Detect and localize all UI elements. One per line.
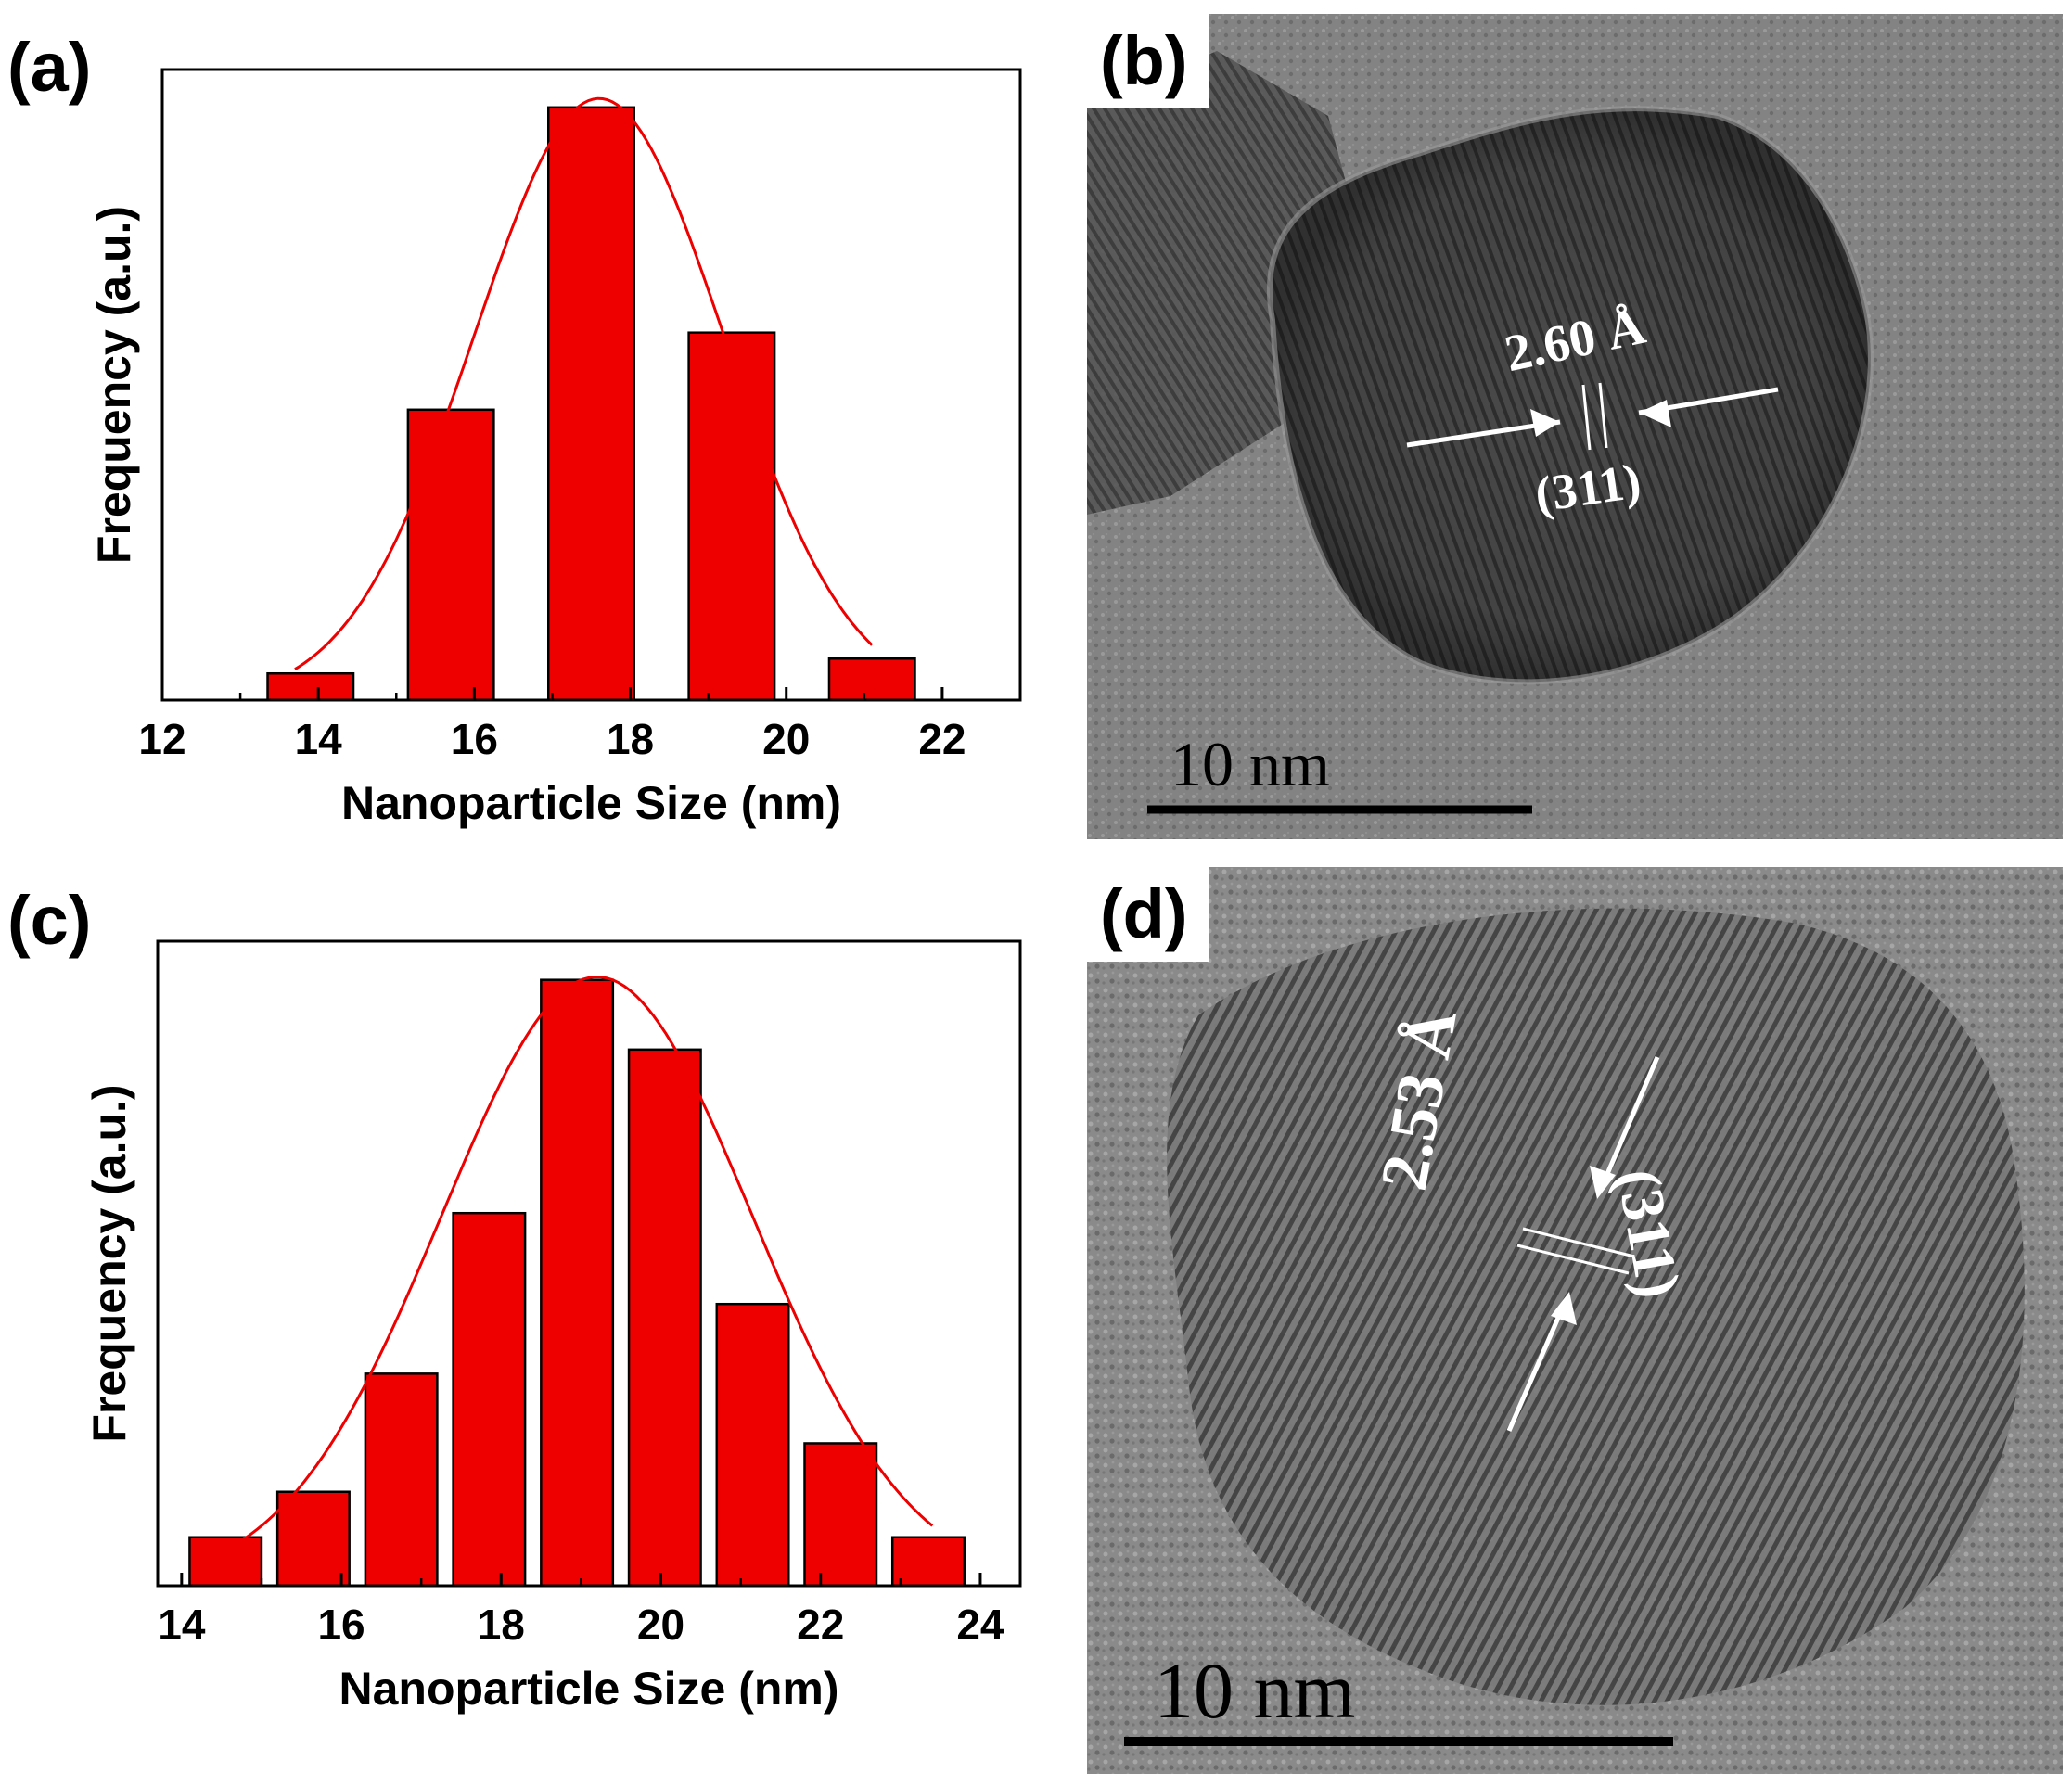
gaussian-fit-curve <box>221 975 934 1554</box>
histogram-bar <box>627 1048 702 1588</box>
histogram-bar <box>547 106 635 702</box>
gaussian-fit-curve <box>294 96 874 670</box>
histogram-c-svg: 14 16 18 20 22 24 Nanoparticle Size (nm) Freque… <box>83 939 1022 1715</box>
y-axis-label: Frequency (a.u.) <box>88 206 140 564</box>
panel-label-b: (b) <box>1087 14 1209 108</box>
y-axis-label: Frequency (a.u.) <box>83 1084 135 1442</box>
tem-image-b: (b) 2.60 Å (311) 10 nm <box>1087 14 2063 839</box>
histogram-a-svg: 12 14 16 18 20 22 Nanoparticle Size (nm) Freque… <box>88 68 1022 829</box>
scale-text-d: 10 nm <box>1154 1646 1356 1735</box>
x-axis-label: Nanoparticle Size (nm) <box>339 1663 839 1715</box>
scale-text-b: 10 nm <box>1170 729 1330 799</box>
x-tick-label: 16 <box>451 715 498 763</box>
histogram-bar <box>715 1302 790 1588</box>
histogram-bar <box>452 1211 527 1588</box>
panel-label-c: (c) <box>7 882 92 959</box>
histogram-bar <box>406 408 495 702</box>
histogram-bar <box>803 1442 878 1588</box>
x-tick-label: 20 <box>637 1601 684 1649</box>
x-tick-label: 14 <box>295 715 343 763</box>
tem-image-d: (d) 2.53 Å (311) 10 nm <box>1087 867 2063 1774</box>
histogram-bar <box>188 1536 263 1588</box>
arrow-top-d <box>1599 1056 1660 1188</box>
histogram-bar <box>827 657 916 702</box>
x-tick-label: 22 <box>918 715 966 763</box>
x-tick-label: 18 <box>607 715 654 763</box>
histogram-bar <box>266 671 355 702</box>
plot-frame <box>156 939 1022 1588</box>
tem-lattice-d <box>1087 867 2063 1774</box>
histogram-bar <box>364 1372 439 1588</box>
histogram-a: 12 14 16 18 20 22 Nanoparticle Size (nm) Freque… <box>65 37 1048 858</box>
x-axis-label: Nanoparticle Size (nm) <box>341 777 841 829</box>
x-tick-label: 12 <box>138 715 185 763</box>
x-tick-label: 18 <box>478 1601 525 1649</box>
arrow-bottom-d <box>1506 1302 1567 1432</box>
x-tick-label: 20 <box>762 715 810 763</box>
panel-label-d: (d) <box>1087 867 1209 962</box>
plot-frame <box>160 68 1022 702</box>
histogram-bar <box>687 331 776 702</box>
x-tick-label: 14 <box>158 1601 206 1649</box>
x-tick-label: 16 <box>317 1601 365 1649</box>
x-tick-label: 22 <box>797 1601 844 1649</box>
histogram-c: 14 16 18 20 22 24 Nanoparticle Size (nm) Freque… <box>65 904 1048 1743</box>
histogram-bar <box>275 1490 351 1588</box>
tem-lattice-b <box>1087 14 2063 839</box>
histogram-bar <box>540 978 615 1588</box>
histogram-bar <box>890 1536 966 1588</box>
panel-label-a: (a) <box>7 29 92 106</box>
x-tick-label: 24 <box>956 1601 1004 1649</box>
